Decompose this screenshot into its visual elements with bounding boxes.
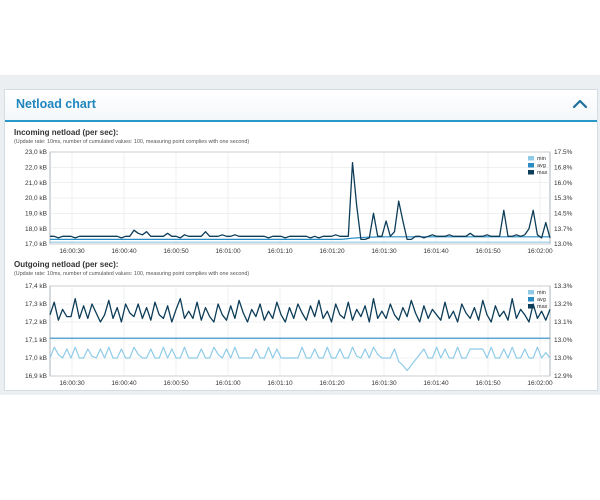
x-tick-label: 16:02:00 — [527, 248, 553, 255]
x-tick-label: 16:00:30 — [59, 380, 85, 387]
legend-label-max: max — [537, 170, 548, 176]
legend-label-avg: avg — [537, 163, 546, 169]
outgoing-netload-chart: 16,9 kB 17,0 kB 17,1 kB 17,2 kB 17,3 kB 17,4 … — [25, 283, 573, 387]
x-tick-label: 16:02:00 — [527, 380, 553, 387]
legend-label-avg: avg — [537, 297, 546, 303]
page-background-bottom — [0, 395, 600, 500]
x-tick-label: 16:01:40 — [423, 248, 449, 255]
x-tick-label: 16:01:10 — [267, 380, 293, 387]
x-tick-label: 16:01:20 — [319, 380, 345, 387]
y-tick-label: 22,0 kB — [25, 165, 47, 172]
legend-label-min: min — [537, 290, 546, 296]
plot-area — [49, 285, 551, 377]
y2-tick-label: 14.5% — [554, 211, 573, 218]
series-line-min — [49, 346, 551, 372]
x-tick-label: 16:01:40 — [423, 380, 449, 387]
netload-panel: Netload chart Incoming netload (per sec)… — [0, 75, 600, 395]
y2-tick-label: 13.2% — [554, 301, 573, 308]
x-tick-label: 16:01:00 — [215, 248, 241, 255]
y2-tick-label: 13.3% — [554, 283, 573, 290]
legend-swatch-avg — [528, 297, 534, 302]
y-tick-label: 17,3 kB — [25, 301, 47, 308]
y-tick-label: 17,0 kB — [25, 241, 47, 248]
y-tick-label: 23,0 kB — [25, 149, 47, 156]
x-tick-label: 16:00:40 — [111, 380, 137, 387]
legend-swatch-avg — [528, 163, 534, 168]
y2-tick-label: 13.7% — [554, 226, 573, 233]
series-line-max — [50, 162, 551, 241]
y-tick-label: 17,0 kB — [25, 355, 47, 362]
y2-tick-label: 17.5% — [554, 149, 573, 156]
y-tick-label: 17,1 kB — [25, 337, 47, 344]
legend-swatch-min — [528, 290, 534, 295]
y2-tick-label: 12.9% — [554, 373, 573, 380]
legend-swatch-max — [528, 170, 534, 175]
series-line-avg — [50, 236, 550, 241]
y-tick-label: 18,0 kB — [25, 226, 47, 233]
y-tick-label: 21,0 kB — [25, 180, 47, 187]
y2-tick-label: 16.0% — [554, 180, 573, 187]
chevron-up-icon[interactable] — [571, 96, 589, 112]
incoming-chart-title: Incoming netload (per sec): — [14, 128, 119, 137]
outgoing-chart-subtitle: (Update rate: 10ms, number of cumulated … — [14, 271, 250, 277]
legend-swatch-min — [528, 156, 534, 161]
legend-label-min: min — [537, 156, 546, 162]
incoming-netload-chart: 17,0 kB 18,0 kB 19,0 kB 20,0 kB 21,0 kB 22,0 … — [25, 149, 573, 255]
page-background-top — [0, 0, 600, 75]
x-tick-label: 16:01:20 — [319, 248, 345, 255]
x-tick-label: 16:01:50 — [475, 380, 501, 387]
y-tick-label: 16,9 kB — [25, 373, 47, 380]
outgoing-chart-title: Outgoing netload (per sec): — [14, 260, 119, 269]
series-line-max — [49, 297, 551, 323]
x-tick-label: 16:00:40 — [111, 248, 137, 255]
x-tick-label: 16:01:30 — [371, 248, 397, 255]
panel-header: Netload chart — [5, 90, 597, 122]
y-tick-label: 19,0 kB — [25, 211, 47, 218]
x-tick-label: 16:00:30 — [59, 248, 85, 255]
y2-tick-label: 13.0% — [554, 337, 573, 344]
x-tick-label: 16:01:50 — [475, 248, 501, 255]
incoming-chart-subtitle: (Update rate: 10ms, number of cumulated … — [14, 139, 250, 145]
y-tick-label: 17,2 kB — [25, 319, 47, 326]
y2-tick-label: 13.1% — [554, 319, 573, 326]
x-tick-label: 16:00:50 — [163, 380, 189, 387]
x-tick-label: 16:01:00 — [215, 380, 241, 387]
legend-swatch-max — [528, 304, 534, 309]
netload-panel-body: Netload chart Incoming netload (per sec)… — [4, 89, 598, 391]
y2-tick-label: 15.3% — [554, 195, 573, 202]
x-tick-label: 16:00:50 — [163, 248, 189, 255]
x-tick-label: 16:01:30 — [371, 380, 397, 387]
y2-tick-label: 13.0% — [554, 241, 573, 248]
y2-tick-label: 13.0% — [554, 355, 573, 362]
y-tick-label: 17,4 kB — [25, 283, 47, 290]
x-tick-label: 16:01:10 — [267, 248, 293, 255]
legend-label-max: max — [537, 304, 548, 310]
y-tick-label: 20,0 kB — [25, 195, 47, 202]
panel-title: Netload chart — [16, 97, 96, 111]
y2-tick-label: 16.8% — [554, 165, 573, 172]
